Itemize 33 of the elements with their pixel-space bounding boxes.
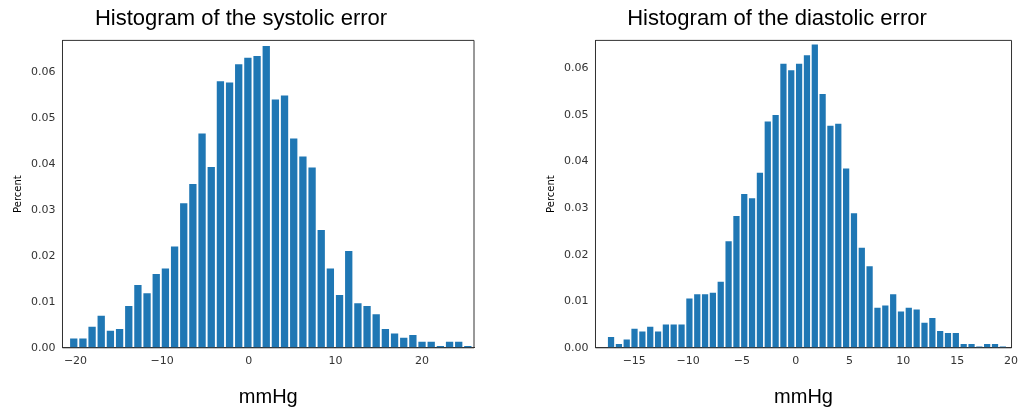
y-tick-label: 0.00 bbox=[30, 340, 56, 354]
x-tick-label: 5 bbox=[846, 354, 854, 368]
chart-title: Histogram of the systolic error bbox=[94, 5, 388, 31]
x-tick-label: 20 bbox=[415, 354, 430, 368]
x-tick-label: 0 bbox=[245, 354, 253, 368]
y-tick-label: 0.04 bbox=[30, 157, 56, 171]
x-tick-label: −5 bbox=[733, 354, 750, 368]
x-tick-label: −20 bbox=[63, 354, 88, 368]
x-tick-label: −10 bbox=[676, 354, 700, 368]
y-tick-label: 0.05 bbox=[30, 111, 56, 125]
y-tick-label: 0.02 bbox=[30, 248, 56, 262]
y-tick-label: 0.06 bbox=[563, 61, 589, 75]
chart-title: Histogram of the diastolic error bbox=[627, 5, 927, 31]
x-tick-label: 20 bbox=[1003, 354, 1018, 368]
x-tick-label: −10 bbox=[150, 354, 174, 368]
x-tick-label: 0 bbox=[792, 354, 800, 368]
y-tick-label: 0.03 bbox=[563, 200, 589, 214]
x-axis-title: mmHg bbox=[238, 384, 298, 407]
y-tick-label: 0.06 bbox=[30, 65, 56, 79]
x-axis-title: mmHg bbox=[774, 384, 833, 407]
y-tick-label: 0.01 bbox=[30, 294, 56, 308]
x-tick-label: 10 bbox=[328, 354, 343, 368]
y-axis-title: Percent bbox=[11, 175, 23, 213]
y-tick-label: 0.00 bbox=[563, 340, 589, 354]
y-axis-title: Percent bbox=[544, 175, 556, 213]
y-tick-label: 0.01 bbox=[563, 294, 589, 308]
x-tick-label: 15 bbox=[950, 354, 965, 368]
y-tick-label: 0.03 bbox=[30, 203, 56, 217]
y-tick-label: 0.05 bbox=[563, 107, 589, 121]
x-tick-label: −15 bbox=[622, 354, 646, 368]
y-tick-label: 0.02 bbox=[563, 247, 589, 261]
y-tick-label: 0.04 bbox=[563, 154, 589, 168]
x-tick-label: 10 bbox=[896, 354, 911, 368]
